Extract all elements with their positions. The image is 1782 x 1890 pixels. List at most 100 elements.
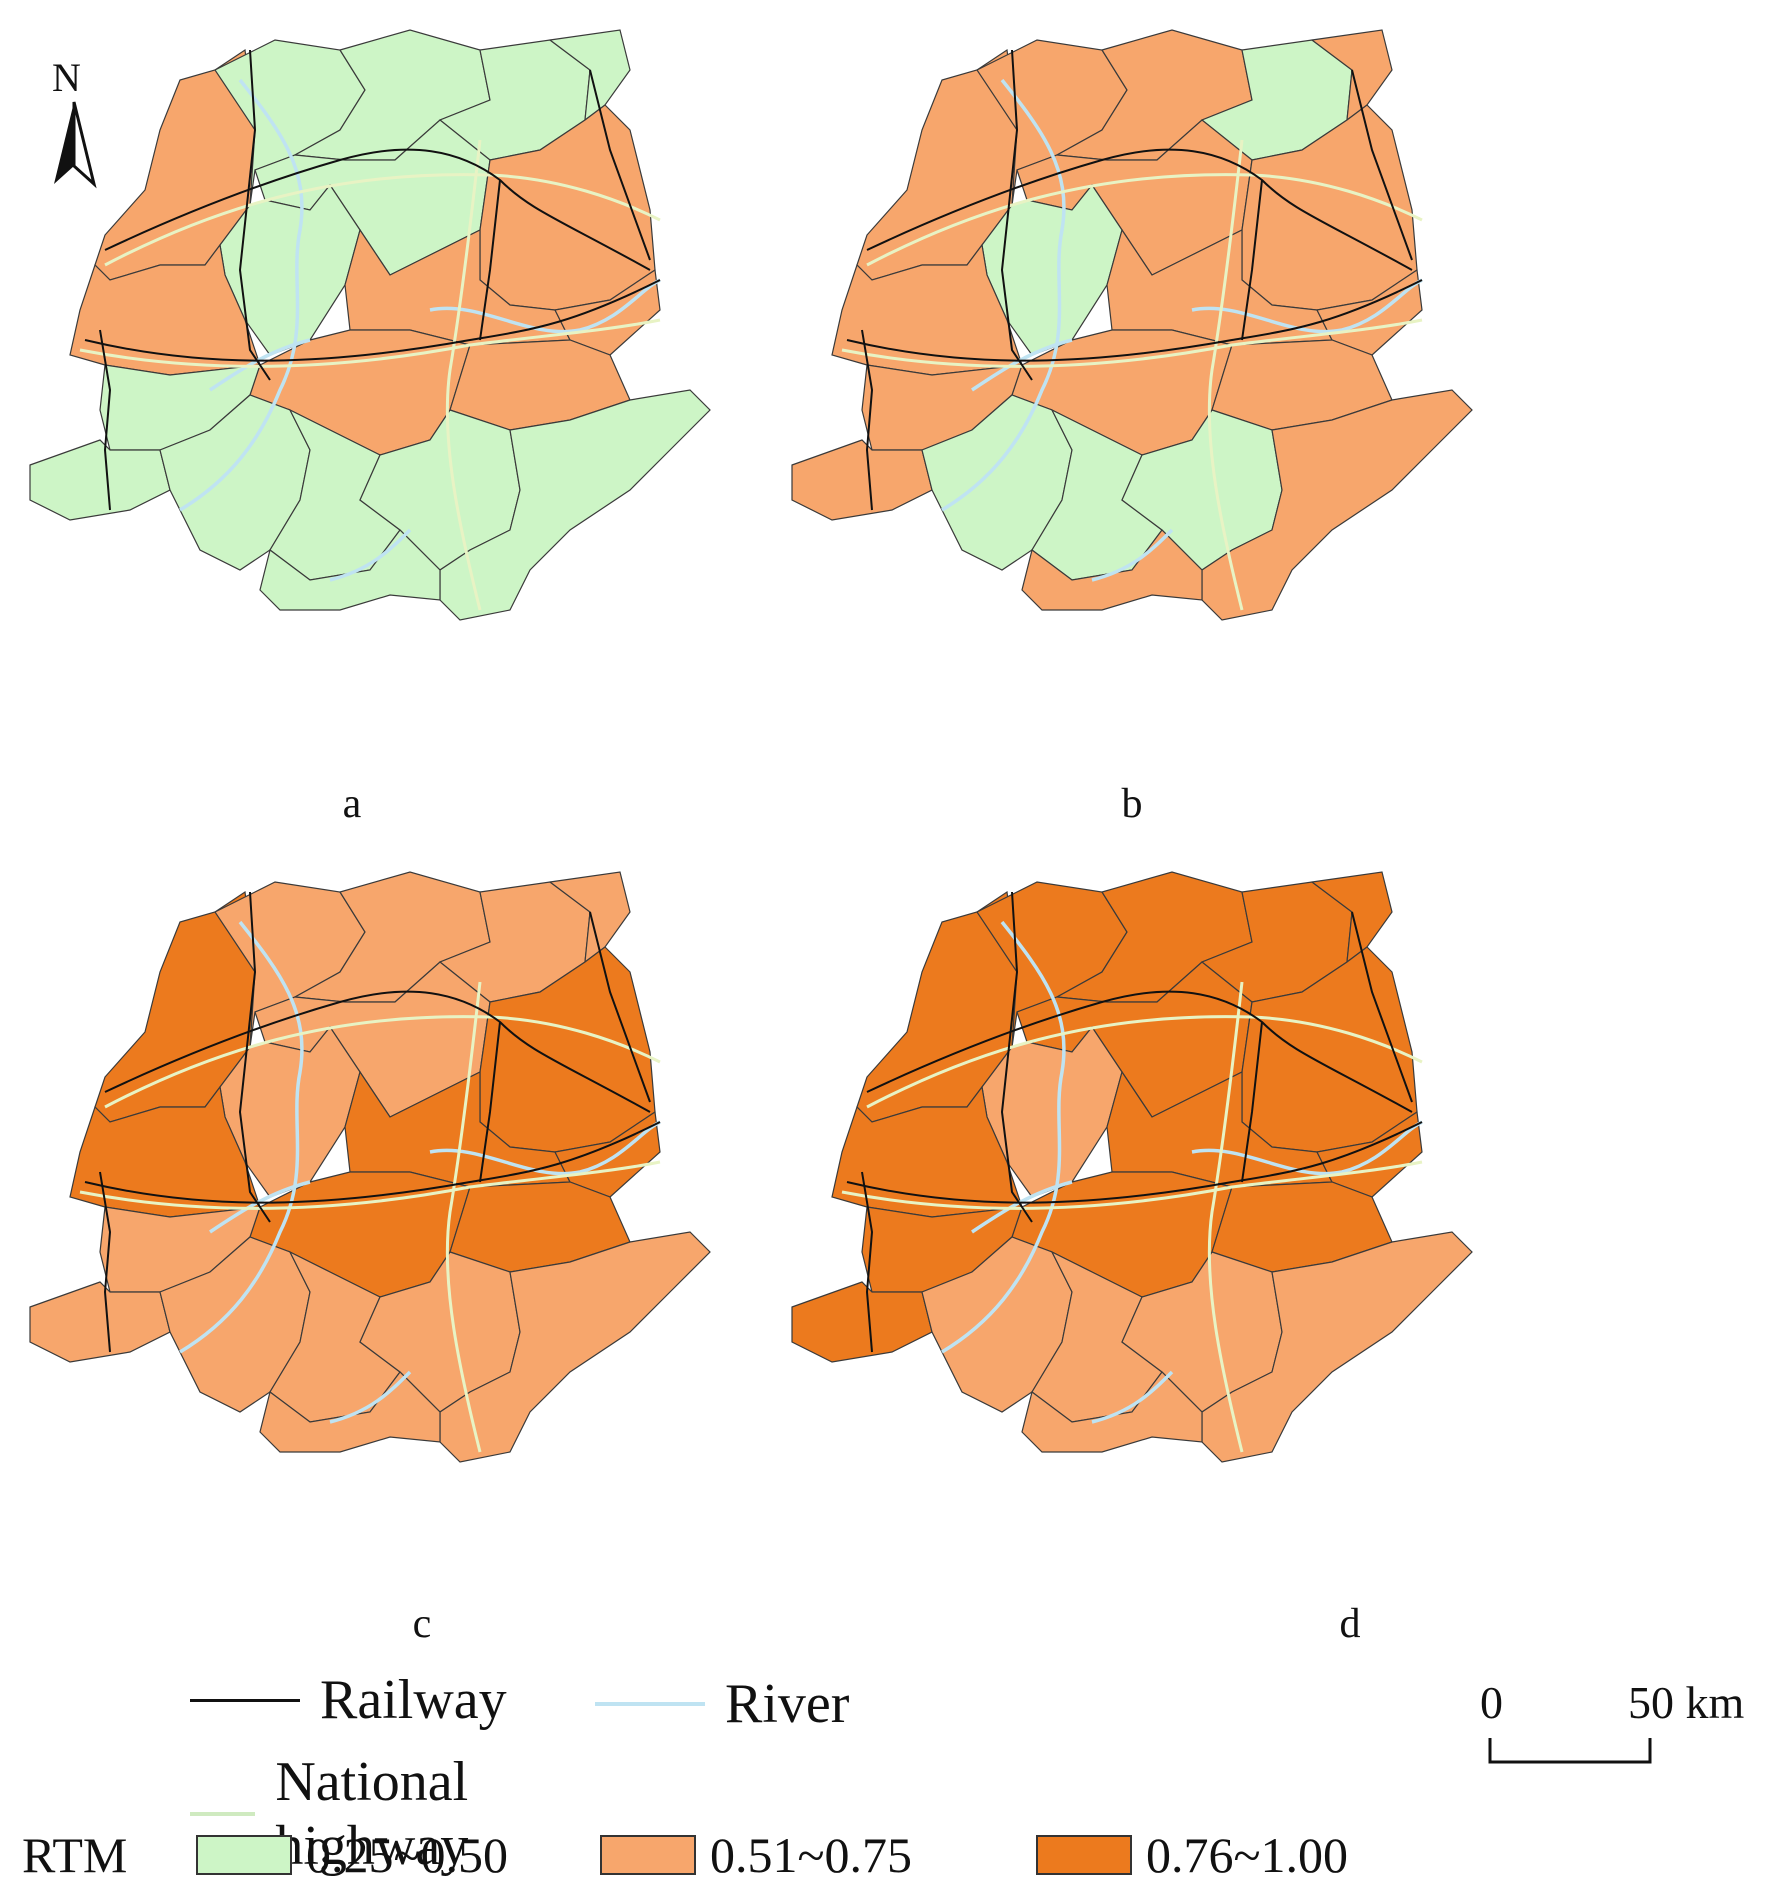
legend-class-1: 0.25~0.50 (196, 1826, 508, 1884)
region-sw-far (791, 439, 933, 521)
legend-class-1-label: 0.25~0.50 (306, 1827, 509, 1883)
scale-bar: 0 50 km (1470, 1676, 1770, 1776)
highway-0 (866, 1015, 1423, 1109)
river-0 (179, 920, 304, 1354)
legend-river: River (595, 1672, 849, 1736)
railway-1 (99, 1171, 112, 1353)
region-w (831, 243, 1023, 376)
scale-bar-icon (1488, 1738, 1652, 1764)
scale-end: 50 km (1628, 1677, 1745, 1728)
railway-5 (479, 179, 501, 341)
map-b-svg (791, 29, 1473, 621)
north-arrow-icon (54, 101, 97, 189)
highway-1 (79, 1160, 661, 1210)
highway-2 (445, 139, 482, 611)
scale-start: 0 (1480, 1677, 1503, 1728)
highway-0 (104, 1015, 661, 1109)
railway-3 (846, 1121, 1423, 1204)
river-0 (941, 920, 1066, 1354)
highway-0 (104, 173, 661, 267)
railway-1 (861, 329, 874, 511)
river-1 (429, 1120, 661, 1176)
highway-1 (841, 318, 1423, 368)
legend-class-3-label: 0.76~1.00 (1146, 1827, 1349, 1883)
river-3 (1091, 528, 1174, 582)
river-1 (429, 278, 661, 334)
north-label: N (52, 55, 81, 100)
map-panel-c (10, 852, 730, 1602)
highway-1 (79, 318, 661, 368)
highway-0 (866, 173, 1423, 267)
regions (29, 871, 711, 1463)
river-3 (329, 1370, 412, 1424)
river-0 (179, 78, 304, 512)
railway-4 (1351, 69, 1413, 261)
river-line-icon (595, 1702, 705, 1706)
lines (79, 891, 661, 1453)
highway-2 (1207, 139, 1244, 611)
map-d-svg (791, 871, 1473, 1463)
railway-3 (84, 1121, 661, 1204)
railway-2 (104, 990, 651, 1113)
river-1 (1191, 278, 1423, 334)
legend-class-3: 0.76~1.00 (1036, 1826, 1348, 1884)
railway-line-icon (190, 1698, 300, 1702)
regions (29, 29, 711, 621)
map-panel-b (772, 10, 1492, 760)
map-panel-d (772, 852, 1492, 1602)
river-0 (941, 78, 1066, 512)
panel-label-c: c (412, 1601, 432, 1647)
legend-rtm-title: RTM (22, 1827, 128, 1883)
legend-class-2-label: 0.51~0.75 (710, 1827, 913, 1883)
legend-river-label: River (725, 1673, 850, 1735)
region-se (439, 389, 711, 621)
north-arrow: N (44, 55, 104, 192)
legend-railway-label: Railway (320, 1669, 507, 1731)
region-se (439, 1231, 711, 1463)
railway-4 (589, 69, 651, 261)
river-1 (1191, 1120, 1423, 1176)
highway-2 (1207, 981, 1244, 1453)
map-panel-a (10, 10, 730, 760)
river-3 (1091, 1370, 1174, 1424)
map-c-svg (29, 871, 711, 1463)
highway-line-icon (190, 1812, 256, 1816)
railway-3 (846, 279, 1423, 362)
lines (841, 891, 1423, 1453)
map-a-svg (29, 29, 711, 621)
legend-highway: National highway (190, 1750, 513, 1878)
railway-4 (1351, 911, 1413, 1103)
region-sw-far (29, 1281, 171, 1363)
region-w (69, 243, 261, 376)
swatch-class-3 (1036, 1835, 1132, 1875)
railway-3 (84, 279, 661, 362)
panel-label-b: b (1121, 781, 1143, 827)
region-w (831, 1085, 1023, 1218)
regions (791, 871, 1473, 1463)
panel-label-d: d (1339, 1601, 1361, 1647)
region-w (69, 1085, 261, 1218)
swatch-class-1 (196, 1835, 292, 1875)
regions (791, 29, 1473, 621)
region-se (1201, 389, 1473, 621)
highway-1 (841, 1160, 1423, 1210)
legend-highway-label: National highway (275, 1751, 469, 1877)
railway-5 (479, 1021, 501, 1183)
railway-2 (104, 148, 651, 271)
region-se (1201, 1231, 1473, 1463)
swatch-class-2 (600, 1835, 696, 1875)
railway-5 (1241, 179, 1263, 341)
lines (841, 49, 1423, 611)
railway-2 (866, 148, 1413, 271)
region-sw-far (29, 439, 171, 521)
legend-class-2: 0.51~0.75 (600, 1826, 912, 1884)
railway-5 (1241, 1021, 1263, 1183)
lines (79, 49, 661, 611)
railway-4 (589, 911, 651, 1103)
river-3 (329, 528, 412, 582)
railway-1 (99, 329, 112, 511)
panel-label-a: a (342, 781, 362, 827)
region-sw-far (791, 1281, 933, 1363)
railway-2 (866, 990, 1413, 1113)
highway-2 (445, 981, 482, 1453)
